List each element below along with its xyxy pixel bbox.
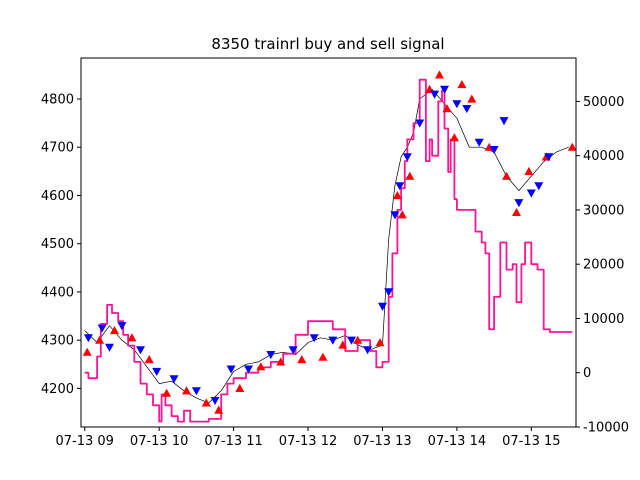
buy-signal-marker bbox=[392, 191, 402, 200]
buy-signal-marker bbox=[353, 335, 363, 344]
sell-signal-marker bbox=[415, 119, 425, 128]
position-series-line bbox=[84, 78, 573, 423]
buy-signal-marker bbox=[524, 166, 534, 175]
sell-signal-marker bbox=[489, 146, 499, 155]
buy-signal-marker bbox=[182, 386, 191, 395]
buy-signal-marker bbox=[405, 171, 415, 180]
axes: 4200 4300 4400 4500 4600 4700 4800 -10000 0 10000… bbox=[41, 57, 629, 449]
price-series-line bbox=[84, 89, 569, 404]
sell-signal-marker bbox=[136, 346, 145, 355]
buy-signal-marker bbox=[110, 326, 119, 335]
buy-signal-marker bbox=[127, 333, 137, 342]
sell-signal-marker bbox=[363, 346, 373, 355]
x-tick-label: 07-13 12 bbox=[279, 434, 337, 449]
buy-signal-marker bbox=[214, 405, 224, 414]
sell-signal-marker bbox=[526, 189, 536, 198]
x-tick-label: 07-13 11 bbox=[204, 434, 262, 449]
sell-signal-marker bbox=[83, 334, 93, 343]
buy-signal-marker bbox=[276, 357, 286, 366]
sell-signal-marker bbox=[534, 182, 544, 191]
buy-signal-marker bbox=[95, 335, 105, 344]
y-right-tick-label: -10000 bbox=[583, 421, 629, 436]
buy-signal-marker bbox=[442, 104, 452, 113]
buy-signal-marker bbox=[449, 133, 459, 142]
sell-signal-marker bbox=[514, 199, 524, 208]
sell-signal-marker bbox=[440, 85, 449, 94]
buy-signal-marker bbox=[435, 70, 444, 79]
y-right-tick-label: 50000 bbox=[583, 95, 624, 110]
buy-signal-marker bbox=[397, 210, 407, 219]
y-right-tick-label: 10000 bbox=[583, 312, 624, 327]
axes-frame bbox=[80, 57, 577, 428]
y-left-tick-label: 4700 bbox=[41, 141, 74, 156]
sell-signal-marker bbox=[309, 334, 319, 343]
buy-signal-marker bbox=[512, 207, 521, 216]
y-right-tick-label: 40000 bbox=[583, 149, 624, 164]
sell-signal-marker bbox=[544, 153, 554, 162]
sell-signal-marker bbox=[378, 302, 387, 311]
chart-title: 8350 trainrl buy and sell signal bbox=[211, 35, 444, 53]
sell-signal-marker bbox=[191, 387, 201, 396]
sell-signal-marker bbox=[402, 153, 412, 162]
y-left-tick-label: 4400 bbox=[41, 285, 74, 300]
sell-signal-marker bbox=[244, 365, 253, 374]
buy-signal-marker bbox=[338, 340, 348, 349]
x-tick-label: 07-13 09 bbox=[55, 434, 113, 449]
y-left-tick-label: 4500 bbox=[41, 237, 74, 252]
buy-signal-marker bbox=[318, 352, 328, 361]
buy-signal-marker bbox=[82, 347, 92, 356]
sell-signal-marker bbox=[169, 375, 179, 384]
buy-signal-marker bbox=[567, 142, 577, 151]
sell-signal-marker bbox=[384, 288, 394, 297]
buy-signal-marker bbox=[235, 383, 245, 392]
sell-signal-marker bbox=[395, 182, 405, 191]
x-tick-label: 07-13 15 bbox=[502, 434, 560, 449]
buy-signal-marker bbox=[144, 355, 154, 364]
sell-signal-marker bbox=[474, 138, 484, 147]
buy-signal-marker bbox=[457, 80, 467, 89]
sell-signal-marker bbox=[328, 336, 338, 345]
y-left-tick-label: 4300 bbox=[41, 334, 74, 349]
plot-area bbox=[82, 70, 577, 423]
sell-signal-marker bbox=[210, 396, 220, 405]
buy-signal-marker bbox=[201, 398, 211, 407]
buy-signal-marker bbox=[256, 362, 266, 371]
y-left-tick-label: 4200 bbox=[41, 382, 74, 397]
sell-signal-marker bbox=[97, 324, 107, 333]
x-tick-label: 07-13 10 bbox=[130, 434, 188, 449]
sell-signal-marker bbox=[499, 117, 509, 126]
buy-signal-marker bbox=[467, 94, 477, 103]
sell-signal-marker bbox=[117, 322, 127, 331]
sell-signal-marker bbox=[105, 343, 114, 352]
sell-signal-marker bbox=[462, 105, 472, 114]
y-right-tick-label: 30000 bbox=[583, 203, 624, 218]
y-right-tick-label: 20000 bbox=[583, 258, 624, 273]
sell-signal-marker bbox=[226, 365, 236, 374]
y-left-tick-label: 4600 bbox=[41, 189, 74, 204]
buy-signal-marker bbox=[375, 338, 385, 347]
sell-signal-marker bbox=[347, 336, 356, 345]
sell-signal-marker bbox=[288, 346, 298, 355]
x-tick-label: 07-13 14 bbox=[428, 434, 486, 449]
buy-signal-marker bbox=[162, 388, 172, 397]
sell-signal-marker bbox=[452, 100, 462, 109]
x-tick-label: 07-13 13 bbox=[353, 434, 411, 449]
y-left-tick-label: 4800 bbox=[41, 93, 74, 108]
sell-signal-marker bbox=[152, 367, 162, 376]
y-right-tick-label: 0 bbox=[583, 366, 591, 381]
buy-signal-marker bbox=[297, 355, 307, 364]
sell-signal-marker bbox=[430, 90, 440, 99]
sell-signal-marker bbox=[390, 211, 400, 220]
buy-signal-marker bbox=[502, 171, 511, 180]
sell-signal-marker bbox=[266, 351, 276, 360]
